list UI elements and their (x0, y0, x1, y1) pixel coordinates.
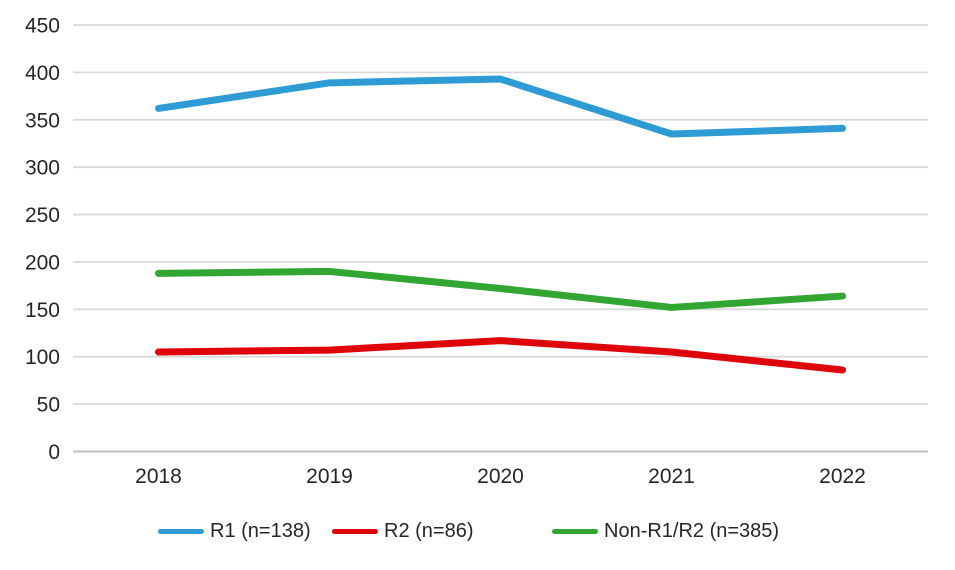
legend-label: Non-R1/R2 (n=385) (604, 520, 780, 542)
x-tick-label: 2022 (819, 465, 866, 488)
legend-line-swatch (158, 528, 204, 534)
gridlines (73, 24, 928, 453)
x-axis-tick-labels: 2018 2019 2020 2021 2022 (135, 465, 866, 488)
y-axis-tick-labels: 0 50 100 150 200 250 300 350 400 450 (25, 15, 60, 465)
series-line-non-r1-r2-n-385 (155, 267, 846, 311)
legend-label: R2 (n=86) (384, 520, 474, 542)
x-tick-label: 2021 (648, 465, 695, 488)
legend-line-swatch (332, 528, 378, 534)
x-tick-label: 2020 (477, 465, 524, 488)
series-line-r2-n-86 (155, 337, 846, 374)
y-tick-label: 200 (25, 251, 60, 274)
y-tick-label: 50 (37, 394, 60, 417)
x-tick-label: 2018 (135, 465, 182, 488)
legend-item-r2-n-86: R2 (n=86) (332, 519, 474, 543)
y-tick-label: 350 (25, 109, 60, 132)
x-tick-label: 2019 (306, 465, 353, 488)
y-tick-label: 400 (25, 62, 60, 85)
series-line-r1-n-138 (155, 75, 846, 138)
legend-item-r1-n-138: R1 (n=138) (158, 519, 311, 543)
legend-item-non-r1-r2-n-385: Non-R1/R2 (n=385) (552, 519, 779, 543)
y-tick-label: 450 (25, 15, 60, 38)
legend-label: R1 (n=138) (210, 520, 311, 542)
y-tick-label: 100 (25, 346, 60, 369)
y-tick-label: 150 (25, 299, 60, 322)
y-tick-label: 300 (25, 157, 60, 180)
y-tick-label: 250 (25, 204, 60, 227)
legend-line-swatch (552, 528, 598, 534)
chart-legend: R1 (n=138) R2 (n=86) Non-R1/R2 (n=385) (0, 519, 955, 545)
y-tick-label: 0 (48, 441, 60, 464)
